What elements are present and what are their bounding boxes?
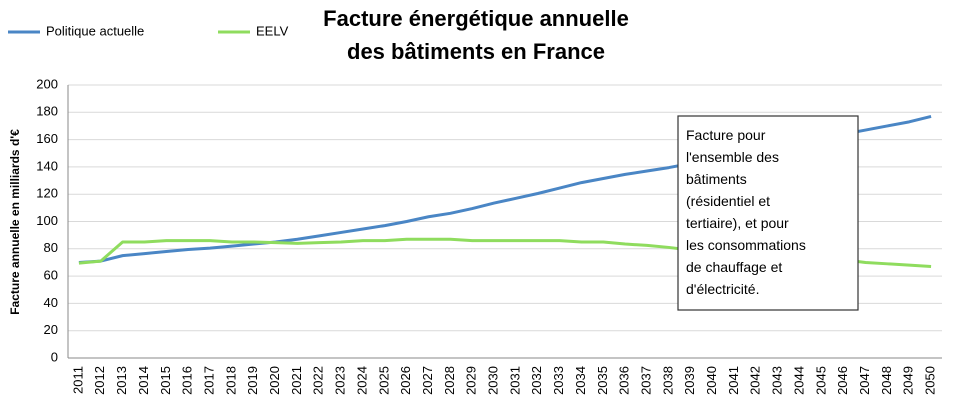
x-tick-label: 2029	[464, 366, 479, 395]
y-axis-label: Facture annuelle en milliards d'€	[8, 129, 22, 315]
x-tick-label: 2036	[617, 366, 632, 395]
x-tick-label: 2014	[136, 366, 151, 395]
chart-title: Facture énergétique annuelle	[323, 6, 629, 31]
x-tick-label: 2042	[748, 366, 763, 395]
y-tick-label: 120	[36, 186, 58, 201]
x-tick-label: 2017	[201, 366, 216, 395]
annotation-text: Facture pour	[686, 127, 766, 143]
x-tick-label: 2039	[682, 366, 697, 395]
x-tick-label: 2013	[114, 366, 129, 395]
x-tick-label: 2048	[879, 366, 894, 395]
y-tick-label: 40	[44, 295, 58, 310]
x-tick-label: 2038	[660, 366, 675, 395]
x-tick-label: 2024	[354, 366, 369, 395]
y-tick-label: 80	[44, 240, 58, 255]
x-tick-label: 2025	[376, 366, 391, 395]
y-tick-label: 0	[51, 349, 58, 364]
annotation-text: tertiaire), et pour	[686, 215, 789, 231]
x-tick-label: 2032	[529, 366, 544, 395]
x-tick-label: 2027	[420, 366, 435, 395]
legend-label: EELV	[256, 23, 289, 38]
annotation-box	[677, 115, 859, 311]
x-tick-label: 2028	[442, 366, 457, 395]
x-tick-label: 2016	[180, 366, 195, 395]
x-tick-label: 2022	[311, 366, 326, 395]
chart-title: des bâtiments en France	[347, 39, 605, 64]
x-tick-label: 2021	[289, 366, 304, 395]
x-tick-label: 2037	[638, 366, 653, 395]
x-tick-label: 2043	[770, 366, 785, 395]
x-tick-label: 2012	[92, 366, 107, 395]
x-tick-label: 2049	[901, 366, 916, 395]
x-tick-label: 2023	[333, 366, 348, 395]
x-tick-label: 2030	[486, 366, 501, 395]
x-tick-label: 2033	[551, 366, 566, 395]
x-tick-label: 2020	[267, 366, 282, 395]
x-tick-label: 2047	[857, 366, 872, 395]
y-tick-label: 180	[36, 104, 58, 119]
annotation-text: de chauffage et	[686, 259, 782, 275]
annotation-text: les consommations	[686, 237, 806, 253]
x-tick-label: 2026	[398, 366, 413, 395]
annotation-text: d'électricité.	[686, 281, 759, 297]
y-tick-label: 140	[36, 158, 58, 173]
y-tick-label: 20	[44, 322, 58, 337]
x-tick-label: 2011	[70, 366, 85, 394]
x-tick-label: 2034	[573, 366, 588, 395]
y-tick-label: 60	[44, 268, 58, 283]
x-tick-label: 2019	[245, 366, 260, 395]
x-tick-label: 2041	[726, 366, 741, 395]
x-tick-label: 2035	[595, 366, 610, 395]
x-tick-label: 2050	[923, 366, 938, 395]
x-tick-label: 2044	[791, 366, 806, 395]
x-tick-label: 2046	[835, 366, 850, 395]
y-tick-label: 160	[36, 131, 58, 146]
x-tick-label: 2045	[813, 366, 828, 395]
x-tick-label: 2040	[704, 366, 719, 395]
legend-label: Politique actuelle	[46, 23, 144, 38]
annotation-text: (résidentiel et	[686, 193, 770, 209]
annotation-text: bâtiments	[686, 171, 747, 187]
y-tick-label: 200	[36, 76, 58, 91]
x-tick-label: 2015	[158, 366, 173, 395]
annotation-text: l'ensemble des	[686, 149, 779, 165]
y-tick-label: 100	[36, 213, 58, 228]
x-tick-label: 2031	[507, 366, 522, 395]
x-tick-label: 2018	[223, 366, 238, 395]
